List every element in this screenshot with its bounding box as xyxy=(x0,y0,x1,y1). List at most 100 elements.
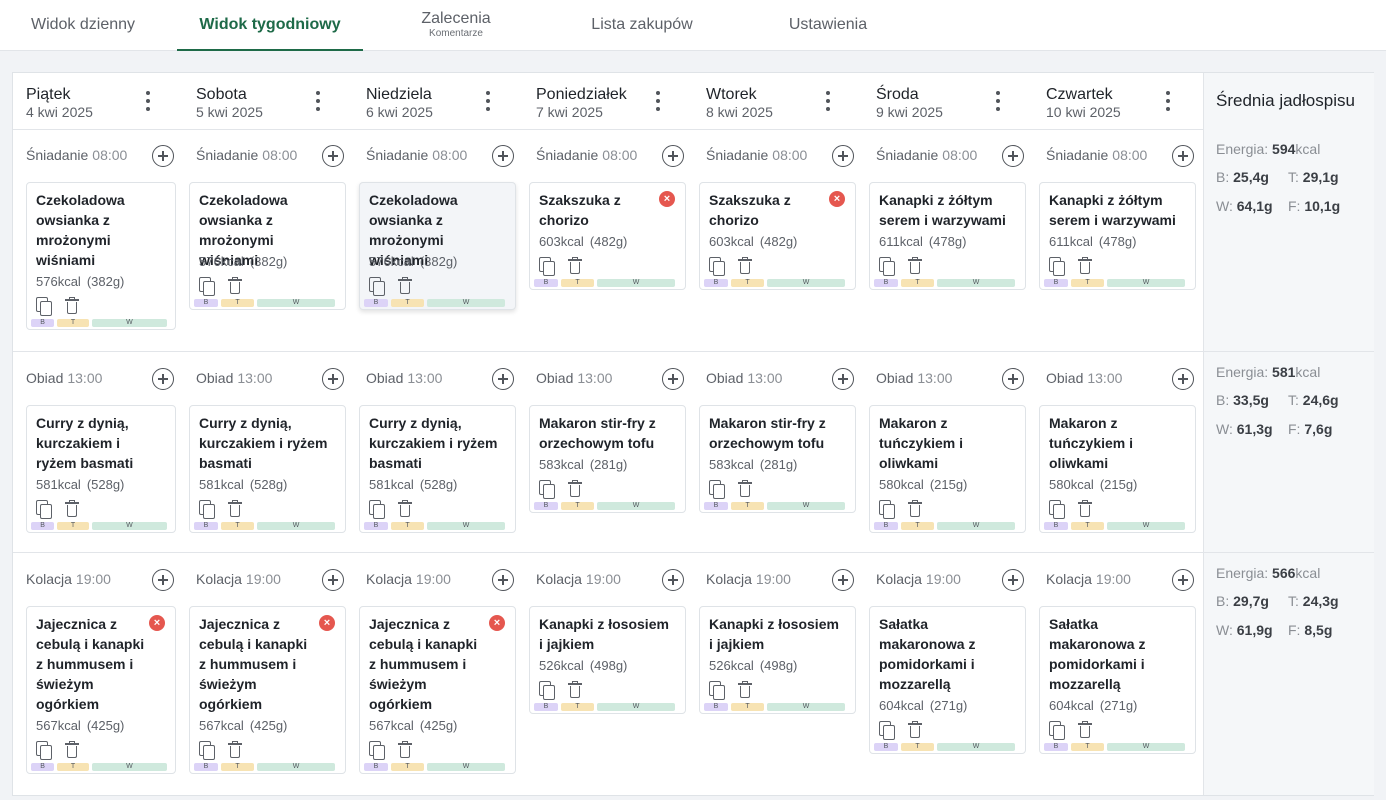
trash-icon[interactable] xyxy=(908,500,922,518)
copy-icon[interactable] xyxy=(199,277,215,296)
trash-icon[interactable] xyxy=(228,277,242,295)
copy-icon[interactable] xyxy=(539,480,555,499)
add-meal-button[interactable] xyxy=(1002,368,1024,390)
copy-icon[interactable] xyxy=(369,741,385,760)
tab-daily-view[interactable]: Widok dzienny xyxy=(18,0,148,50)
add-meal-button[interactable] xyxy=(1172,569,1194,591)
add-meal-button[interactable] xyxy=(832,145,854,167)
add-meal-button[interactable] xyxy=(662,368,684,390)
trash-icon[interactable] xyxy=(568,480,582,498)
copy-icon[interactable] xyxy=(539,257,555,276)
copy-icon[interactable] xyxy=(709,257,725,276)
remove-icon[interactable]: × xyxy=(489,615,505,631)
meal-card[interactable]: Kanapki z żółtym serem i warzywami 611kcal… xyxy=(869,182,1026,290)
meal-card[interactable]: Makaron z tuńczykiem i oliwkami 580kcal (215… xyxy=(1039,405,1196,533)
copy-icon[interactable] xyxy=(199,500,215,519)
add-meal-button[interactable] xyxy=(662,569,684,591)
copy-icon[interactable] xyxy=(879,721,895,740)
meal-card[interactable]: Szakszuka z chorizo × 603kcal (482g) B T W xyxy=(699,182,856,290)
trash-icon[interactable] xyxy=(1078,721,1092,739)
add-meal-button[interactable] xyxy=(492,368,514,390)
more-options-icon[interactable] xyxy=(1165,91,1171,111)
meal-card[interactable]: Makaron stir-fry z orzechowym tofu 583kcal… xyxy=(699,405,856,513)
add-meal-button[interactable] xyxy=(322,569,344,591)
meal-card[interactable]: Kanapki z żółtym serem i warzywami 611kcal… xyxy=(1039,182,1196,290)
trash-icon[interactable] xyxy=(398,277,412,295)
meal-card[interactable]: Szakszuka z chorizo × 603kcal (482g) B T W xyxy=(529,182,686,290)
remove-icon[interactable]: × xyxy=(659,191,675,207)
trash-icon[interactable] xyxy=(398,500,412,518)
remove-icon[interactable]: × xyxy=(319,615,335,631)
add-meal-button[interactable] xyxy=(1172,368,1194,390)
trash-icon[interactable] xyxy=(65,741,79,759)
meal-card[interactable]: Curry z dynią, kurczakiem i ryżem basmati 5… xyxy=(189,405,346,533)
trash-icon[interactable] xyxy=(1078,257,1092,275)
add-meal-button[interactable] xyxy=(1172,145,1194,167)
trash-icon[interactable] xyxy=(738,480,752,498)
remove-icon[interactable]: × xyxy=(149,615,165,631)
add-meal-button[interactable] xyxy=(492,145,514,167)
copy-icon[interactable] xyxy=(36,741,52,760)
add-meal-button[interactable] xyxy=(152,145,174,167)
tab-weekly-view[interactable]: Widok tygodniowy xyxy=(177,0,363,51)
meal-card[interactable]: Czekoladowa owsianka z mrożonymi wiśniami 5… xyxy=(359,182,516,310)
copy-icon[interactable] xyxy=(1049,500,1065,519)
add-meal-button[interactable] xyxy=(322,368,344,390)
copy-icon[interactable] xyxy=(199,741,215,760)
meal-card[interactable]: Sałatka makaronowa z pomidorkami i mozzarel… xyxy=(1039,606,1196,754)
more-options-icon[interactable] xyxy=(315,91,321,111)
meal-card[interactable]: Curry z dynią, kurczakiem i ryżem basmati 5… xyxy=(359,405,516,533)
copy-icon[interactable] xyxy=(879,500,895,519)
more-options-icon[interactable] xyxy=(655,91,661,111)
meal-card[interactable]: Kanapki z łososiem i jajkiem 526kcal (498g)… xyxy=(699,606,856,714)
meal-card[interactable]: Sałatka makaronowa z pomidorkami i mozzarel… xyxy=(869,606,1026,754)
meal-card[interactable]: Czekoladowa owsianka z mrożonymi wiśniami 5… xyxy=(189,182,346,310)
meal-card[interactable]: Makaron z tuńczykiem i oliwkami 580kcal (215… xyxy=(869,405,1026,533)
copy-icon[interactable] xyxy=(36,500,52,519)
add-meal-button[interactable] xyxy=(152,368,174,390)
meal-card[interactable]: Curry z dynią, kurczakiem i ryżem basmati 5… xyxy=(26,405,176,533)
trash-icon[interactable] xyxy=(908,257,922,275)
tab-shopping-list[interactable]: Lista zakupów xyxy=(578,0,706,50)
copy-icon[interactable] xyxy=(879,257,895,276)
add-meal-button[interactable] xyxy=(662,145,684,167)
add-meal-button[interactable] xyxy=(492,569,514,591)
add-meal-button[interactable] xyxy=(832,569,854,591)
copy-icon[interactable] xyxy=(1049,257,1065,276)
remove-icon[interactable]: × xyxy=(829,191,845,207)
add-meal-button[interactable] xyxy=(832,368,854,390)
trash-icon[interactable] xyxy=(228,500,242,518)
trash-icon[interactable] xyxy=(228,741,242,759)
copy-icon[interactable] xyxy=(369,277,385,296)
trash-icon[interactable] xyxy=(398,741,412,759)
meal-card[interactable]: Jajecznica z cebulą i kanapki z hummusem i… xyxy=(189,606,346,774)
trash-icon[interactable] xyxy=(568,257,582,275)
copy-icon[interactable] xyxy=(1049,721,1065,740)
more-options-icon[interactable] xyxy=(995,91,1001,111)
trash-icon[interactable] xyxy=(65,297,79,315)
more-options-icon[interactable] xyxy=(825,91,831,111)
copy-icon[interactable] xyxy=(369,500,385,519)
copy-icon[interactable] xyxy=(709,480,725,499)
copy-icon[interactable] xyxy=(539,681,555,700)
meal-card[interactable]: Kanapki z łososiem i jajkiem 526kcal (498g)… xyxy=(529,606,686,714)
trash-icon[interactable] xyxy=(1078,500,1092,518)
trash-icon[interactable] xyxy=(908,721,922,739)
trash-icon[interactable] xyxy=(738,681,752,699)
tab-recommendations[interactable]: Zalecenia Komentarze xyxy=(406,0,506,50)
tab-settings[interactable]: Ustawienia xyxy=(776,0,880,50)
add-meal-button[interactable] xyxy=(1002,145,1024,167)
copy-icon[interactable] xyxy=(36,297,52,316)
add-meal-button[interactable] xyxy=(1002,569,1024,591)
more-options-icon[interactable] xyxy=(485,91,491,111)
more-options-icon[interactable] xyxy=(145,91,151,111)
copy-icon[interactable] xyxy=(709,681,725,700)
trash-icon[interactable] xyxy=(568,681,582,699)
trash-icon[interactable] xyxy=(738,257,752,275)
meal-card[interactable]: Jajecznica z cebulą i kanapki z hummusem i… xyxy=(359,606,516,774)
meal-card[interactable]: Makaron stir-fry z orzechowym tofu 583kcal… xyxy=(529,405,686,513)
add-meal-button[interactable] xyxy=(322,145,344,167)
add-meal-button[interactable] xyxy=(152,569,174,591)
trash-icon[interactable] xyxy=(65,500,79,518)
meal-card[interactable]: Czekoladowa owsianka z mrożonymi wiśniami 57… xyxy=(26,182,176,330)
